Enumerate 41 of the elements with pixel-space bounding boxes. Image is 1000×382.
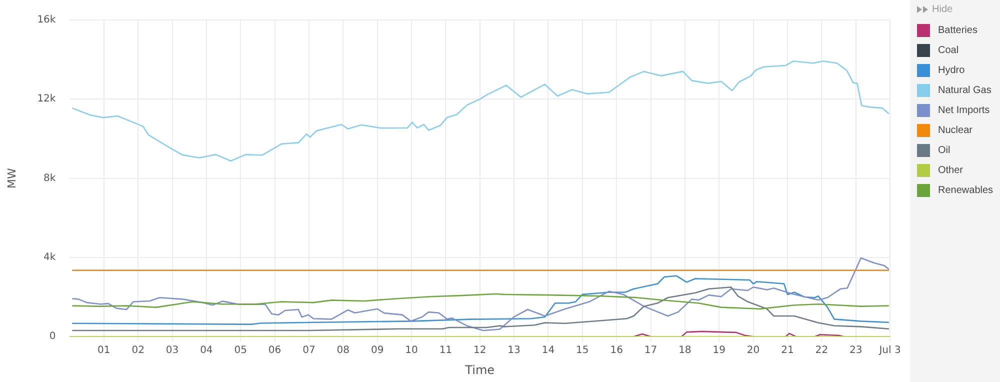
x-tick-label: 18 [678,345,692,356]
y-tick-label: 16k [37,14,56,26]
x-tick-label: 06 [268,345,282,356]
text: Hide [932,4,953,15]
x-tick-label: 04 [200,345,213,356]
x-tick-label: 11 [439,345,452,356]
x-tick-label: 08 [336,345,350,356]
y-tick-label: 0 [49,331,56,342]
x-tick-label: 12 [473,345,486,356]
x-tick-label: Jul 3 [878,345,901,356]
legend-label: Batteries [938,24,978,36]
x-tick-label: 23 [849,345,862,356]
x-tick-label: 20 [746,345,760,356]
legend-label: Nuclear [938,124,972,136]
x-tick-label: 16 [610,345,623,356]
x-tick-label: 21 [781,345,794,356]
x-tick-label: 03 [166,345,179,356]
legend-label: Other [938,164,964,176]
x-tick-label: 15 [576,345,589,356]
legend-label: Net Imports [938,104,990,116]
y-tick-label: 8k [44,172,56,184]
legend-label: Hydro [938,64,965,76]
x-tick-label: 02 [132,345,144,356]
x-tick-label: 09 [370,345,384,356]
x-tick-label: 10 [405,345,418,356]
legend-label: Coal [938,44,959,56]
x-tick-label: 19 [712,345,726,356]
x-axis-title: Time [464,362,495,377]
legend-label: Oil [938,144,950,156]
x-tick-label: 13 [508,345,520,356]
y-axis-title: MW [5,168,18,188]
x-tick-label: 22 [815,345,828,356]
x-tick-label: 05 [234,345,247,356]
x-tick-label: 01 [98,345,110,356]
legend-label: Natural Gas [938,84,992,96]
y-tick-label: 4k [44,252,56,264]
x-tick-label: 17 [644,345,658,356]
y-tick-label: 12k [37,94,56,105]
x-tick-label: 07 [302,345,316,356]
x-tick-label: 14 [542,345,555,356]
legend-label: Renewables [938,184,994,196]
